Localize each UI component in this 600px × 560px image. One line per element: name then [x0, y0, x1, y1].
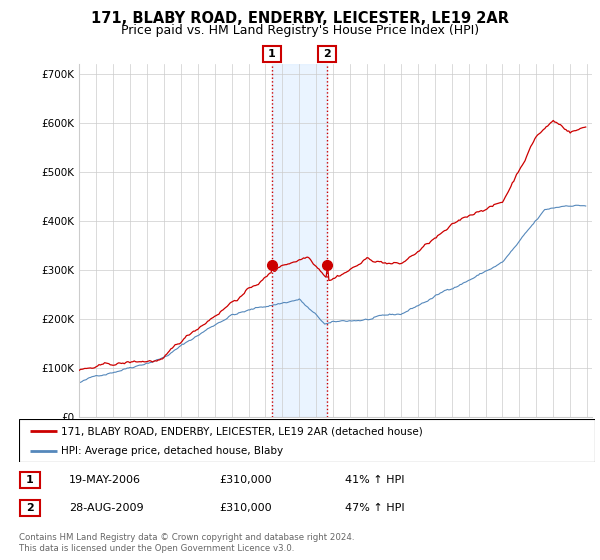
Text: 2: 2	[323, 49, 331, 59]
Text: Contains HM Land Registry data © Crown copyright and database right 2024.
This d: Contains HM Land Registry data © Crown c…	[19, 533, 355, 553]
Text: 171, BLABY ROAD, ENDERBY, LEICESTER, LE19 2AR: 171, BLABY ROAD, ENDERBY, LEICESTER, LE1…	[91, 11, 509, 26]
Text: 171, BLABY ROAD, ENDERBY, LEICESTER, LE19 2AR (detached house): 171, BLABY ROAD, ENDERBY, LEICESTER, LE1…	[61, 426, 422, 436]
Text: £310,000: £310,000	[219, 503, 272, 513]
Text: 2: 2	[26, 503, 34, 513]
Text: 28-AUG-2009: 28-AUG-2009	[69, 503, 143, 513]
Bar	[272, 64, 327, 417]
Text: £310,000: £310,000	[219, 475, 272, 485]
Text: 19-MAY-2006: 19-MAY-2006	[69, 475, 141, 485]
Text: HPI: Average price, detached house, Blaby: HPI: Average price, detached house, Blab…	[61, 446, 283, 456]
Text: 1: 1	[268, 49, 276, 59]
Text: 41% ↑ HPI: 41% ↑ HPI	[345, 475, 404, 485]
Text: Price paid vs. HM Land Registry's House Price Index (HPI): Price paid vs. HM Land Registry's House …	[121, 24, 479, 36]
Text: 1: 1	[26, 475, 34, 485]
Text: 47% ↑ HPI: 47% ↑ HPI	[345, 503, 404, 513]
